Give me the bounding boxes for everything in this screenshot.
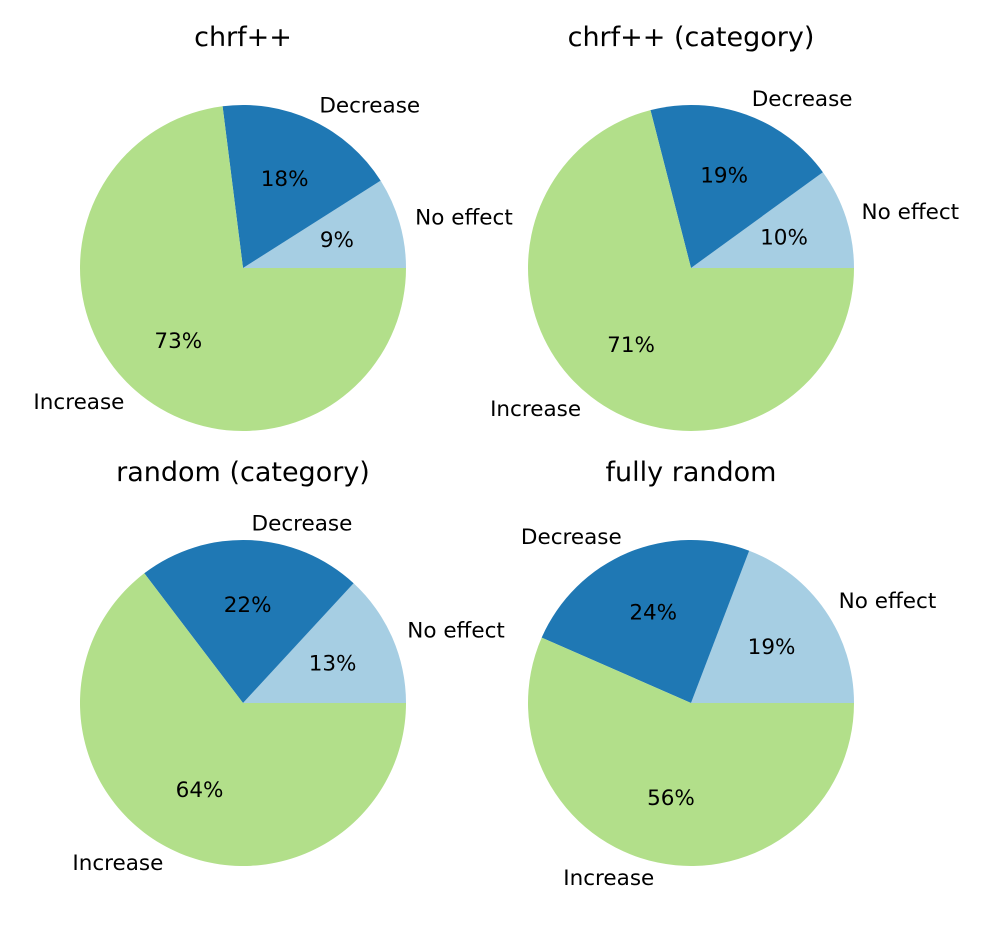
slice-category-label: Decrease <box>252 511 353 536</box>
pie-slice-no-effect <box>243 180 406 268</box>
slice-category-label: No effect <box>407 619 505 644</box>
slice-category-label: Increase <box>490 397 581 422</box>
slice-percent-label: 73% <box>154 329 202 354</box>
pie-slice-increase <box>80 573 406 866</box>
pie-panel-fully-random: 19% No effect 24% Decrease 56% Increase fully … <box>521 457 936 891</box>
slice-category-label: No effect <box>839 589 937 614</box>
slice-percent-label: 22% <box>224 593 272 618</box>
slice-category-label: Increase <box>72 851 163 876</box>
chart-title: random (category) <box>116 457 370 488</box>
slice-percent-label: 9% <box>320 228 354 253</box>
slice-percent-label: 13% <box>309 651 357 676</box>
slice-percent-label: 18% <box>261 167 309 192</box>
pie-slice-increase <box>79 106 406 432</box>
slice-percent-label: 24% <box>629 600 677 625</box>
pie-panel-chrf-category: 10% No effect 19% Decrease 71% Increase chrf++… <box>490 22 959 431</box>
slice-percent-label: 19% <box>700 163 748 188</box>
pie-slice-no-effect <box>243 583 407 703</box>
slice-percent-label: 71% <box>607 333 655 358</box>
pie-slice-decrease <box>144 540 354 703</box>
slice-category-label: Increase <box>563 866 654 891</box>
slice-percent-label: 56% <box>647 786 695 811</box>
pie-panel-random-category: 13% No effect 22% Decrease 64% Increase random… <box>72 457 504 876</box>
pie-panel-chrf: 9% No effect 18% Decrease 73% Increase chrf++ <box>33 22 513 432</box>
pie-slice-no-effect <box>691 172 854 268</box>
slice-category-label: No effect <box>415 205 513 230</box>
pie-slice-decrease <box>541 540 750 703</box>
slice-category-label: Decrease <box>752 87 853 112</box>
slice-category-label: Increase <box>33 390 124 415</box>
slice-percent-label: 19% <box>748 635 796 660</box>
slice-percent-label: 10% <box>760 225 808 250</box>
slice-category-label: Decrease <box>319 93 420 118</box>
slice-category-label: No effect <box>862 200 960 225</box>
pie-slice-decrease <box>222 104 381 268</box>
chart-title: chrf++ <box>194 22 292 53</box>
chart-title: fully random <box>606 457 777 488</box>
pie-slice-no-effect <box>691 550 854 703</box>
pie-slice-increase <box>527 637 854 866</box>
pie-slice-increase <box>528 110 854 431</box>
pie-slice-decrease <box>650 105 823 268</box>
slice-percent-label: 64% <box>176 778 224 803</box>
chart-title: chrf++ (category) <box>568 22 815 53</box>
slice-category-label: Decrease <box>521 525 622 550</box>
